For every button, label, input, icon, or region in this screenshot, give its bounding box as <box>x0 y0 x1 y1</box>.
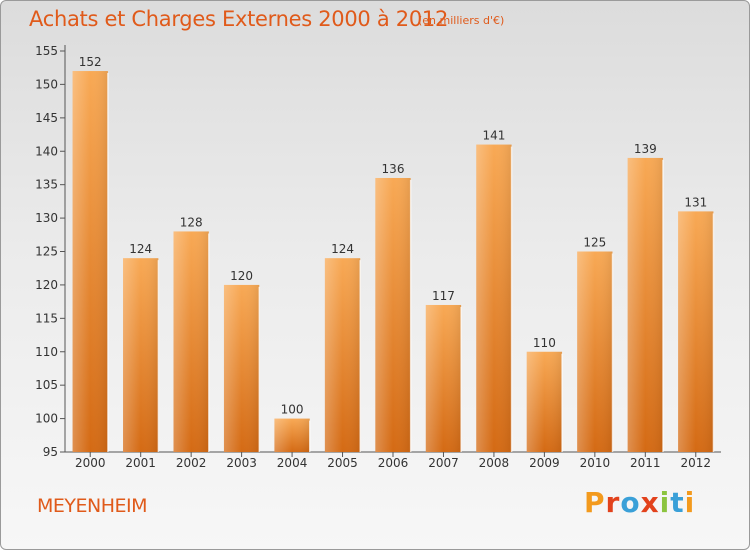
x-tick-label: 2002 <box>176 456 207 470</box>
y-tick-label: 125 <box>35 245 58 259</box>
x-tick-label: 2011 <box>630 456 661 470</box>
x-tick-label: 2001 <box>125 456 156 470</box>
y-tick-label: 150 <box>35 77 58 91</box>
logo-letter: r <box>605 486 621 519</box>
x-tick-label: 2007 <box>428 456 459 470</box>
commune-name: MEYENHEIM <box>37 495 148 517</box>
bar-highlight <box>577 251 613 452</box>
bar-highlight <box>526 351 563 452</box>
data-label: 141 <box>482 129 505 143</box>
y-tick-label: 155 <box>35 44 58 58</box>
bar-highlight <box>72 71 108 453</box>
data-label: 128 <box>180 215 203 229</box>
data-label: 110 <box>533 336 556 350</box>
y-tick-label: 130 <box>35 211 58 225</box>
y-tick-label: 115 <box>35 311 58 325</box>
x-tick-label: 2004 <box>277 456 308 470</box>
x-tick-label: 2008 <box>479 456 510 470</box>
data-label: 136 <box>382 162 405 176</box>
data-label: 139 <box>634 142 657 156</box>
bar-highlight <box>425 304 462 452</box>
chart-subtitle: (en milliers d'€) <box>418 14 505 27</box>
logo-letter: i <box>659 486 671 519</box>
logo-letter: x <box>640 486 660 519</box>
bar-highlight <box>223 284 260 452</box>
y-tick-label: 105 <box>35 378 58 392</box>
x-tick-label: 2005 <box>327 456 358 470</box>
data-label: 125 <box>583 236 606 250</box>
proxiti-logo[interactable]: Proxiti <box>584 486 695 519</box>
x-tick-label: 2012 <box>680 456 711 470</box>
y-tick-label: 120 <box>35 278 58 292</box>
x-tick-label: 2009 <box>529 456 560 470</box>
bar-highlight <box>476 144 512 453</box>
data-label: 131 <box>684 195 707 209</box>
data-label: 124 <box>129 242 152 256</box>
data-label: 124 <box>331 242 354 256</box>
y-tick-label: 95 <box>43 445 58 459</box>
y-tick-label: 135 <box>35 178 58 192</box>
bar-highlight <box>324 258 361 452</box>
y-tick-label: 110 <box>35 345 58 359</box>
logo-letter: o <box>620 486 641 519</box>
logo-letter: P <box>584 486 606 519</box>
bar-highlight <box>375 177 411 452</box>
bar-highlight <box>123 258 159 452</box>
data-label: 152 <box>79 55 102 69</box>
bar-highlight <box>678 211 714 452</box>
data-label: 117 <box>432 289 455 303</box>
bar-highlight <box>627 157 663 452</box>
y-tick-label: 100 <box>35 412 58 426</box>
logo-letter: t <box>670 486 685 519</box>
x-tick-label: 2006 <box>378 456 409 470</box>
x-tick-label: 2000 <box>75 456 106 470</box>
data-label: 120 <box>230 269 253 283</box>
chart-title: Achats et Charges Externes 2000 à 2012 <box>29 7 449 31</box>
bar-highlight <box>173 231 209 452</box>
data-label: 100 <box>281 403 304 417</box>
bar-highlight <box>274 418 310 452</box>
y-tick-label: 145 <box>35 111 58 125</box>
x-tick-label: 2010 <box>580 456 611 470</box>
x-tick-label: 2003 <box>226 456 257 470</box>
y-tick-label: 140 <box>35 144 58 158</box>
logo-letter: i <box>684 486 696 519</box>
